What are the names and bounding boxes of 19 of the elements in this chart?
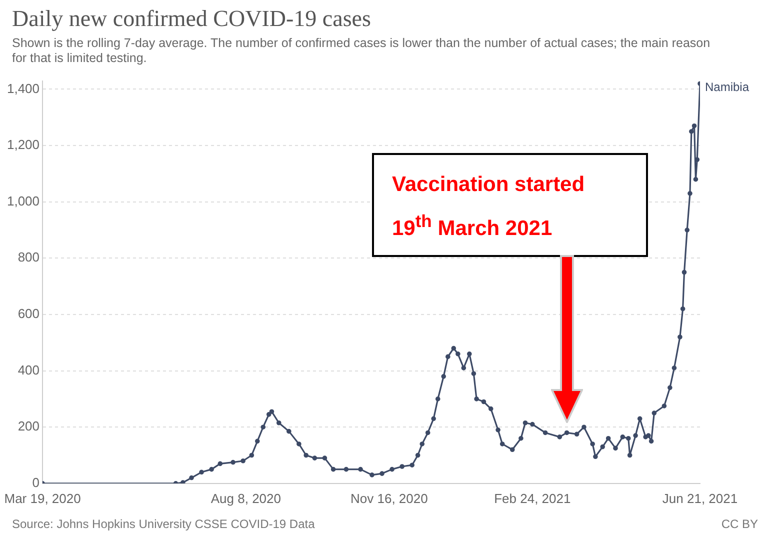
chart-subtitle: Shown is the rolling 7-day average. The number of confirmed cases is lower than the number of actual cases; the main reason for that is limited testing. (12, 36, 712, 66)
y-tick-label: 400 (18, 362, 40, 378)
x-tick-label: Jun 21, 2021 (662, 490, 738, 506)
note-box: Vaccination started 19$^{th}$ March 2021 (372, 153, 648, 257)
chart-title: Daily new confirmed COVID-19 cases (12, 6, 371, 32)
y-tick-label: 1,400 (6, 80, 40, 96)
y-tick-label: 0 (32, 474, 40, 490)
x-tick-label: Nov 16, 2020 (350, 490, 428, 506)
series-label: Namibia (705, 80, 750, 94)
text: CC BY (721, 517, 758, 531)
y-tick-label: 600 (18, 306, 40, 322)
source-note: Source: Johns Hopkins University CSSE COVID-19 Data (12, 517, 315, 531)
x-tick-label: Aug 8, 2020 (210, 490, 281, 506)
y-tick-label: 1,000 (6, 193, 40, 208)
x-tick-label: Mar 19, 2020 (4, 490, 81, 506)
y-tick-label: 200 (18, 418, 40, 434)
y-tick-label: 1,200 (6, 137, 40, 152)
x-tick-label: Feb 24, 2021 (494, 490, 571, 506)
y-tick-label: 800 (18, 250, 40, 265)
